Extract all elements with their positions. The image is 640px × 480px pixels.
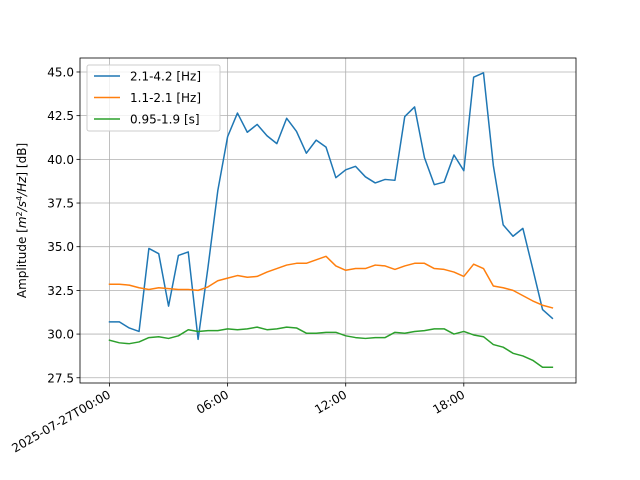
y-tick-label: 32.5 (47, 284, 74, 298)
grid (80, 58, 576, 383)
series-line (108, 255, 554, 309)
legend-frame (86, 64, 221, 132)
y-tick-label: 27.5 (47, 371, 74, 385)
legend-label: 0.95-1.9 [s] (130, 113, 200, 127)
y-axis-label: Amplitude [m2/s4/Hz] [dB] (15, 143, 30, 298)
series-line (108, 72, 554, 341)
y-tick-label: 42.5 (47, 109, 74, 123)
legend-label: 2.1-4.2 [Hz] (130, 70, 201, 84)
y-axis: 27.5 30.0 32.5 35.0 37.5 40.0 42.5 45.0 (47, 65, 80, 385)
y-tick-label: 35.0 (47, 240, 74, 254)
y-tick-label: 45.0 (47, 65, 74, 79)
y-tick-label: 30.0 (47, 328, 74, 342)
plot-frame (79, 57, 577, 384)
legend: 2.1-4.2 [Hz] 1.1-2.1 [Hz] 0.95-1.9 [s] (86, 64, 221, 132)
legend-label: 1.1-2.1 [Hz] (130, 91, 201, 105)
series-group (108, 72, 554, 369)
y-tick-label: 37.5 (47, 197, 74, 211)
series-line (108, 326, 554, 369)
y-tick-label: 40.0 (47, 153, 74, 167)
